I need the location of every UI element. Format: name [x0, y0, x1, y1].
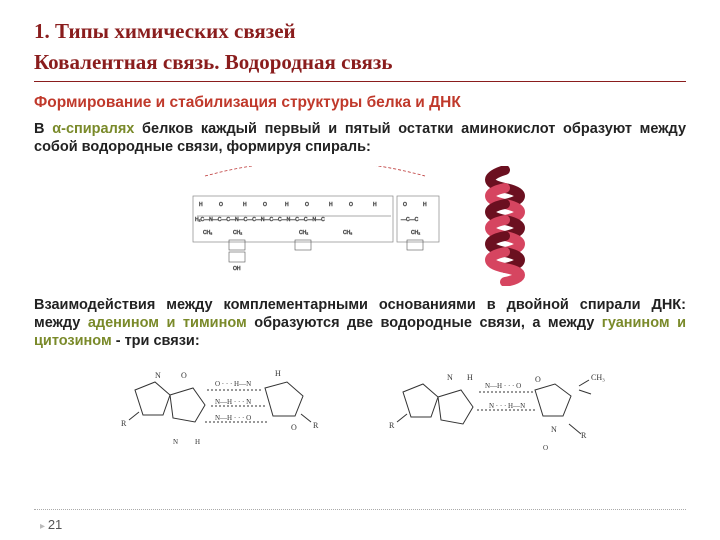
svg-text:N—H · · · O: N—H · · · O: [215, 414, 251, 422]
svg-text:—C—C: —C—C: [401, 217, 419, 223]
svg-text:O: O: [349, 202, 353, 208]
figure-row-1: HOHO HOHOH OH H₂C—N—C—C—N—C—C—N—C—C—N—C—…: [34, 166, 686, 286]
svg-text:H₂C—N—C—C—N—C—C—N—C—C—N—C—C—N—: H₂C—N—C—C—N—C—C—N—C—C—N—C—C—N—C: [195, 217, 325, 223]
svg-text:CH₃: CH₃: [343, 230, 352, 236]
p2-at: аденином и тимином: [88, 315, 247, 331]
page-number: 21: [40, 517, 62, 532]
slide-title-2: Ковалентная связь. Водородная связь: [34, 49, 686, 76]
svg-text:H: H: [423, 202, 427, 208]
p1-pre: В: [34, 121, 52, 137]
svg-text:O: O: [305, 202, 309, 208]
svg-text:OH: OH: [233, 266, 241, 272]
svg-text:H: H: [467, 373, 473, 382]
svg-text:O: O: [535, 375, 541, 384]
svg-text:H: H: [195, 438, 200, 446]
svg-text:O: O: [543, 444, 548, 452]
svg-text:H: H: [199, 202, 203, 208]
svg-text:R: R: [121, 419, 127, 428]
at-pair-diagram: R N H CH₃ N R O N—H · · · O N · · · H—N …: [385, 360, 605, 460]
svg-text:N · · · H—N: N · · · H—N: [489, 402, 525, 410]
svg-text:CH₂: CH₂: [233, 230, 242, 236]
subheading: Формирование и стабилизация структуры бе…: [34, 94, 686, 112]
svg-text:R: R: [581, 431, 587, 440]
p1-accent: α-спиралях: [52, 121, 134, 137]
svg-text:CH₂: CH₂: [299, 230, 308, 236]
svg-text:CH₂: CH₂: [411, 230, 420, 236]
figure-row-2: R N O R H O O · · · H—N N—H · · · N N—H …: [34, 360, 686, 460]
gc-pair-diagram: R N O R H O O · · · H—N N—H · · · N N—H …: [115, 360, 335, 460]
svg-text:N: N: [155, 371, 161, 380]
peptide-chain-diagram: HOHO HOHOH OH H₂C—N—C—C—N—C—C—N—C—C—N—C—…: [185, 166, 445, 276]
svg-text:O: O: [291, 423, 297, 432]
slide-title-1: 1. Типы химических связей: [34, 18, 686, 45]
svg-text:N—H · · · N: N—H · · · N: [215, 398, 251, 406]
paragraph-2: Взаимодействия между комплементарными ос…: [34, 296, 686, 350]
title-rule: [34, 81, 686, 82]
svg-text:N—H · · · O: N—H · · · O: [485, 382, 521, 390]
alpha-helix-icon: [475, 166, 535, 286]
svg-text:H: H: [285, 202, 289, 208]
svg-text:O: O: [181, 371, 187, 380]
p2-mid: образуются две водородные связи, а между: [247, 315, 602, 331]
svg-text:CH₃: CH₃: [591, 373, 605, 382]
footer-rule: [34, 509, 686, 510]
svg-text:N: N: [551, 425, 557, 434]
svg-text:O: O: [403, 202, 407, 208]
svg-text:O: O: [219, 202, 223, 208]
p2-end: - три связи:: [112, 333, 200, 349]
svg-text:H: H: [373, 202, 377, 208]
svg-text:N: N: [447, 373, 453, 382]
svg-text:O · · · H—N: O · · · H—N: [215, 380, 251, 388]
svg-text:R: R: [313, 421, 319, 430]
svg-text:O: O: [263, 202, 267, 208]
svg-text:N: N: [173, 438, 178, 446]
svg-text:H: H: [275, 369, 281, 378]
svg-text:R: R: [389, 421, 395, 430]
svg-text:H: H: [329, 202, 333, 208]
svg-text:CH₃: CH₃: [203, 230, 212, 236]
paragraph-1: В α-спиралях белков каждый первый и пяты…: [34, 120, 686, 156]
svg-text:H: H: [243, 202, 247, 208]
